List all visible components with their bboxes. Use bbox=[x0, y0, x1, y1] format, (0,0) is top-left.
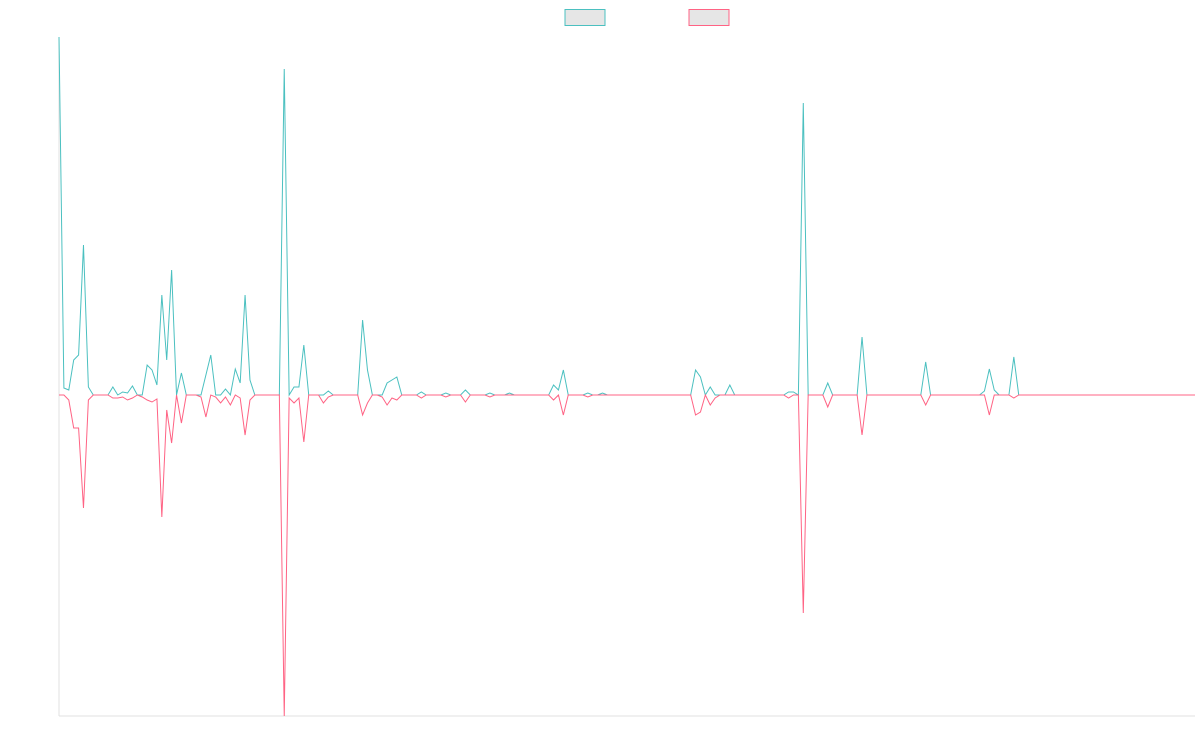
data-line bbox=[59, 393, 1195, 717]
data-line bbox=[58, 36, 1195, 397]
legend-swatch bbox=[564, 9, 606, 26]
legend-swatch bbox=[688, 9, 730, 26]
